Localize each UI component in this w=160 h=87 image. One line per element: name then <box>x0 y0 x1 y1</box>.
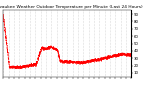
Title: Milwaukee Weather Outdoor Temperature per Minute (Last 24 Hours): Milwaukee Weather Outdoor Temperature pe… <box>0 5 143 9</box>
